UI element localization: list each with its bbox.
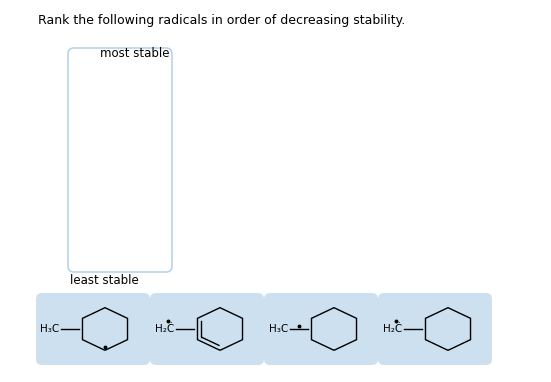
Text: H₃C: H₃C [269,324,288,334]
FancyBboxPatch shape [378,293,492,365]
FancyBboxPatch shape [264,293,378,365]
Text: Rank the following radicals in order of decreasing stability.: Rank the following radicals in order of … [38,14,405,27]
FancyBboxPatch shape [68,48,172,272]
Text: H₃C: H₃C [40,324,59,334]
Text: H₂Ċ: H₂Ċ [155,324,174,334]
Text: most stable: most stable [100,47,170,60]
Text: H₂Ċ: H₂Ċ [383,324,402,334]
FancyBboxPatch shape [150,293,264,365]
Text: least stable: least stable [70,274,139,287]
FancyBboxPatch shape [36,293,150,365]
